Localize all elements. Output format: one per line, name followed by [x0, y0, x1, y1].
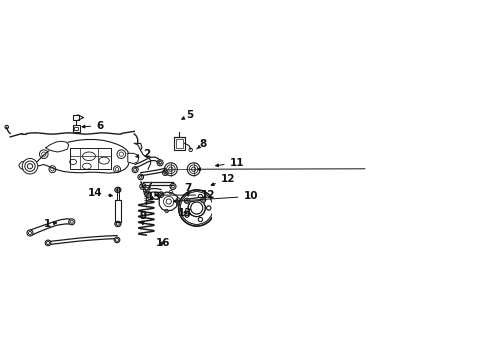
Text: 4: 4	[0, 359, 1, 360]
Ellipse shape	[69, 219, 75, 225]
Text: 9: 9	[139, 211, 147, 224]
Polygon shape	[159, 192, 178, 211]
Text: 16: 16	[156, 238, 171, 248]
Polygon shape	[46, 141, 69, 152]
Text: 14: 14	[88, 188, 112, 198]
Text: 3: 3	[0, 359, 1, 360]
Text: 11: 11	[216, 158, 244, 168]
Ellipse shape	[114, 237, 120, 243]
Ellipse shape	[27, 230, 33, 236]
Polygon shape	[128, 153, 139, 164]
Polygon shape	[31, 140, 130, 173]
Circle shape	[22, 158, 38, 174]
Bar	[174, 137, 185, 150]
Text: 6: 6	[82, 121, 103, 131]
Text: 12: 12	[155, 190, 216, 200]
Text: 13: 13	[178, 208, 193, 218]
Polygon shape	[19, 161, 33, 171]
Circle shape	[165, 163, 177, 176]
Polygon shape	[115, 200, 121, 222]
Ellipse shape	[45, 240, 51, 246]
Ellipse shape	[184, 198, 190, 203]
Text: 10: 10	[173, 192, 258, 203]
Polygon shape	[148, 189, 161, 193]
Polygon shape	[141, 168, 165, 176]
Text: 8: 8	[197, 139, 207, 149]
Polygon shape	[143, 182, 173, 185]
Text: 15: 15	[147, 192, 161, 202]
Polygon shape	[48, 235, 117, 245]
Bar	[176, 139, 183, 148]
Text: 12: 12	[211, 174, 235, 185]
Text: 16: 16	[0, 359, 1, 360]
Ellipse shape	[200, 197, 206, 202]
Circle shape	[187, 163, 200, 176]
Polygon shape	[29, 219, 72, 235]
Circle shape	[180, 192, 213, 224]
Text: 2: 2	[136, 149, 151, 159]
Polygon shape	[135, 157, 160, 168]
Polygon shape	[187, 197, 203, 202]
Polygon shape	[141, 182, 151, 195]
Bar	[74, 127, 78, 130]
Bar	[73, 125, 79, 132]
Text: 1: 1	[44, 219, 57, 229]
Text: 5: 5	[182, 111, 193, 120]
Text: 7: 7	[184, 183, 192, 196]
